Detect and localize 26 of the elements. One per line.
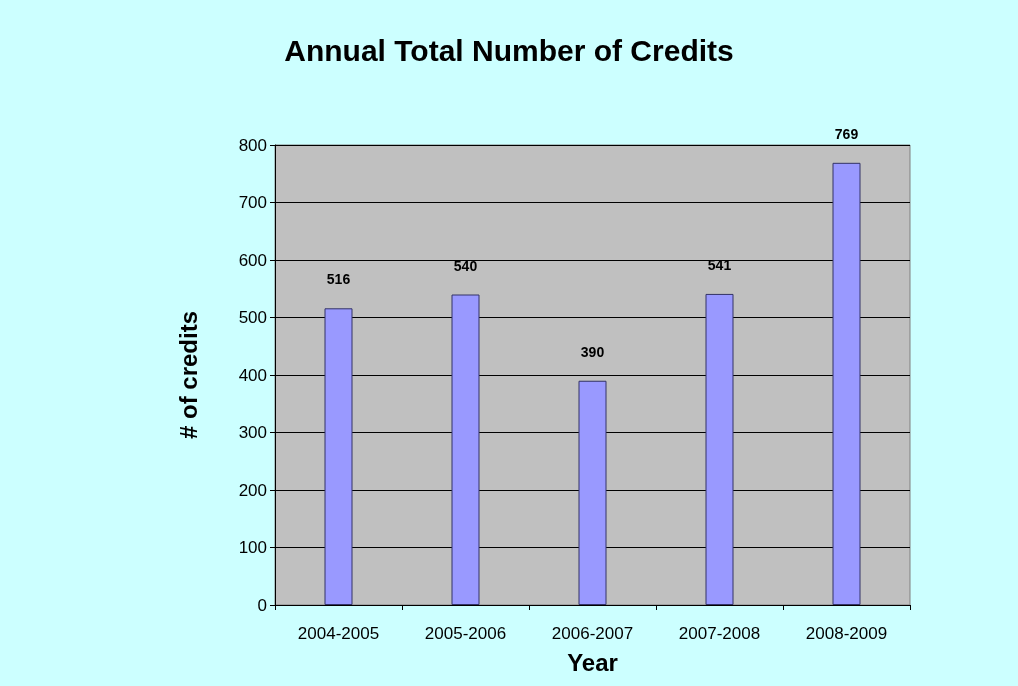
data-label: 516: [326, 271, 351, 288]
data-label: 390: [580, 343, 605, 360]
y-tick-label: 200: [238, 480, 267, 500]
y-tick-label: 100: [238, 538, 267, 557]
bar: [705, 293, 734, 605]
data-label: 540: [453, 257, 478, 274]
y-tick-label: 800: [238, 135, 267, 155]
y-tick-label: 0: [257, 595, 267, 615]
y-tick-label: 300: [238, 423, 267, 442]
x-tick-label: 2004-2005: [297, 624, 380, 643]
y-axis-title: # of credits: [174, 310, 202, 440]
y-tick-label: 600: [238, 250, 267, 270]
x-tick-label: 2008-2009: [805, 624, 888, 643]
bar: [324, 308, 353, 605]
bar: [578, 380, 607, 605]
chart-title: Annual Total Number of Credits: [284, 33, 734, 67]
data-label: 769: [834, 125, 859, 142]
bar: [832, 162, 861, 605]
bar: [451, 294, 480, 605]
x-tick-label: 2007-2008: [678, 624, 761, 643]
x-tick-label: 2005-2006: [424, 624, 507, 643]
y-tick-label: 500: [238, 308, 267, 327]
y-tick-label: 700: [238, 193, 267, 212]
y-tick-label: 400: [238, 365, 267, 385]
x-axis-title: Year: [567, 648, 618, 676]
x-tick-label: 2006-2007: [551, 624, 634, 643]
